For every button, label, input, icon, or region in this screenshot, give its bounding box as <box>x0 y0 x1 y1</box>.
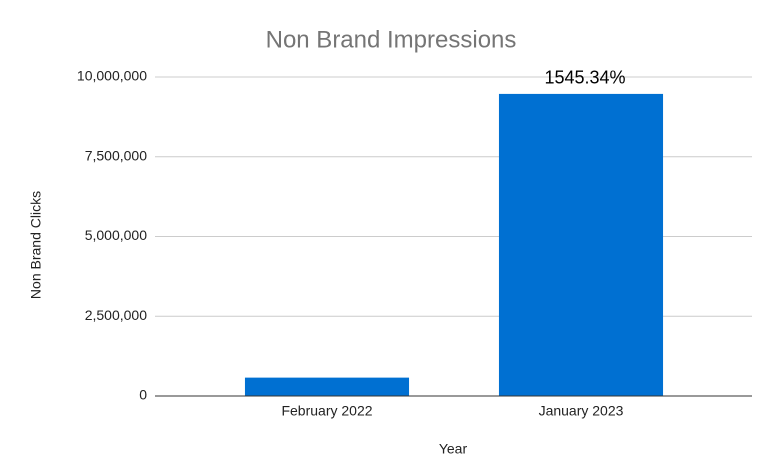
x-tick-label: February 2022 <box>281 403 372 419</box>
y-tick-label: 5,000,000 <box>85 227 147 243</box>
y-tick-label: 0 <box>139 387 147 403</box>
x-axis-label: Year <box>439 441 468 457</box>
y-tick-label: 7,500,000 <box>85 147 147 163</box>
chart-title: Non Brand Impressions <box>266 26 517 53</box>
y-tick-label: 10,000,000 <box>77 68 147 84</box>
bar <box>244 377 410 396</box>
annotation: 1545.34% <box>544 68 625 88</box>
y-axis-label: Non Brand Clicks <box>28 191 44 299</box>
x-tick-label: January 2023 <box>539 403 624 419</box>
bar <box>498 93 664 397</box>
y-tick-label: 2,500,000 <box>85 307 147 323</box>
